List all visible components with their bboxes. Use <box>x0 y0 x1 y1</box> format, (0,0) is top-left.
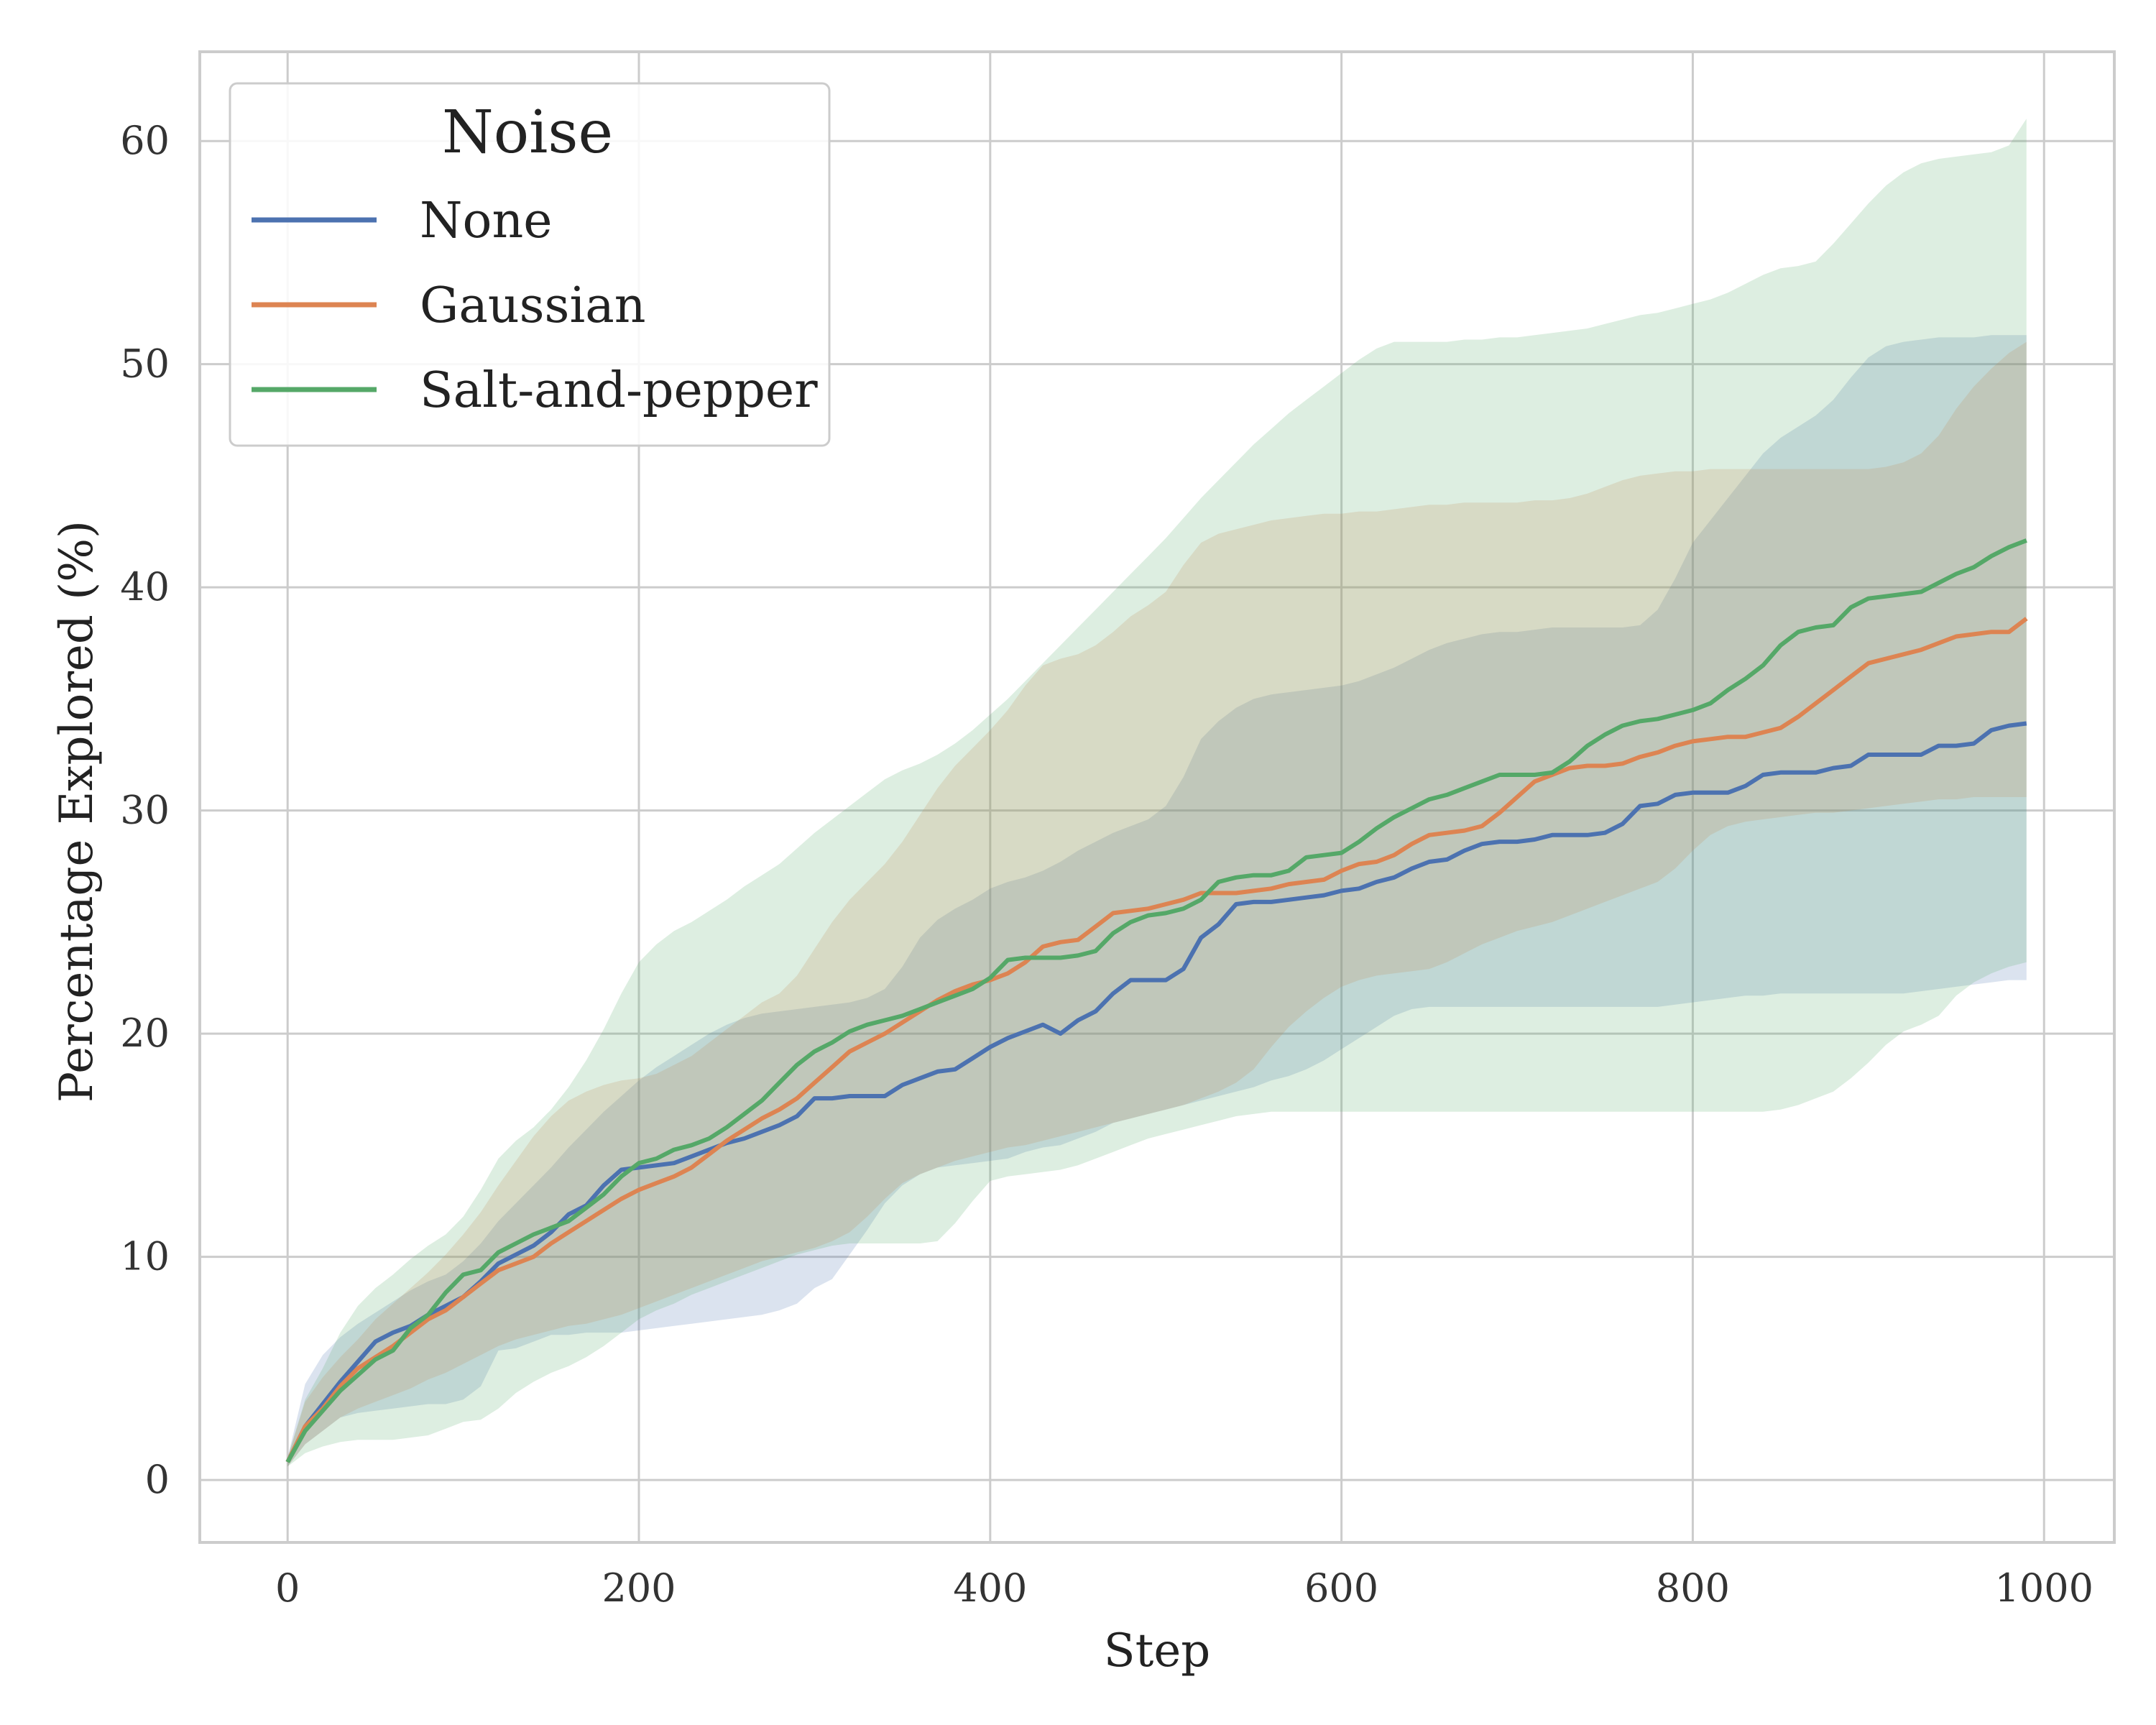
x-tick-label: 0 <box>275 1565 300 1611</box>
legend-items: None Gaussian Salt-and-pepper <box>252 193 818 419</box>
gridlines <box>200 52 2114 1542</box>
legend-label: Gaussian <box>420 277 646 334</box>
x-tick-label: 1000 <box>1995 1565 2093 1611</box>
plot-frame <box>198 50 2116 1544</box>
line-gaussian <box>285 617 2028 1463</box>
line-salt-and-pepper <box>285 538 2027 1463</box>
line-none <box>285 721 2027 1463</box>
y-tick-label: 60 <box>120 118 170 163</box>
band-none <box>287 335 2027 1467</box>
legend-title: Noise <box>442 98 613 167</box>
x-axis-label: Step <box>1104 1624 1210 1678</box>
x-tick-label: 800 <box>1656 1565 1730 1611</box>
legend-box <box>229 82 831 447</box>
series-lines <box>285 538 2028 1463</box>
x-tick-label: 600 <box>1304 1565 1378 1611</box>
legend-label: None <box>420 193 552 249</box>
y-tick-label: 0 <box>145 1457 170 1502</box>
y-tick-label: 30 <box>120 788 170 833</box>
band-gaussian <box>287 341 2027 1467</box>
legend: Noise None Gaussian Salt-and-pepper <box>229 82 831 447</box>
legend-label: Salt-and-pepper <box>420 362 818 419</box>
y-axis-label: Percentage Explored (%) <box>50 520 103 1103</box>
y-tick-label: 20 <box>120 1011 170 1056</box>
x-tick-labels: 0 200 400 600 800 1000 <box>275 1565 2093 1611</box>
y-tick-labels: 0 10 20 30 40 50 60 <box>120 118 170 1502</box>
x-tick-label: 400 <box>953 1565 1027 1611</box>
y-tick-label: 40 <box>120 564 170 610</box>
y-tick-label: 10 <box>120 1234 170 1279</box>
x-tick-label: 200 <box>602 1565 676 1611</box>
y-tick-label: 50 <box>120 341 170 387</box>
